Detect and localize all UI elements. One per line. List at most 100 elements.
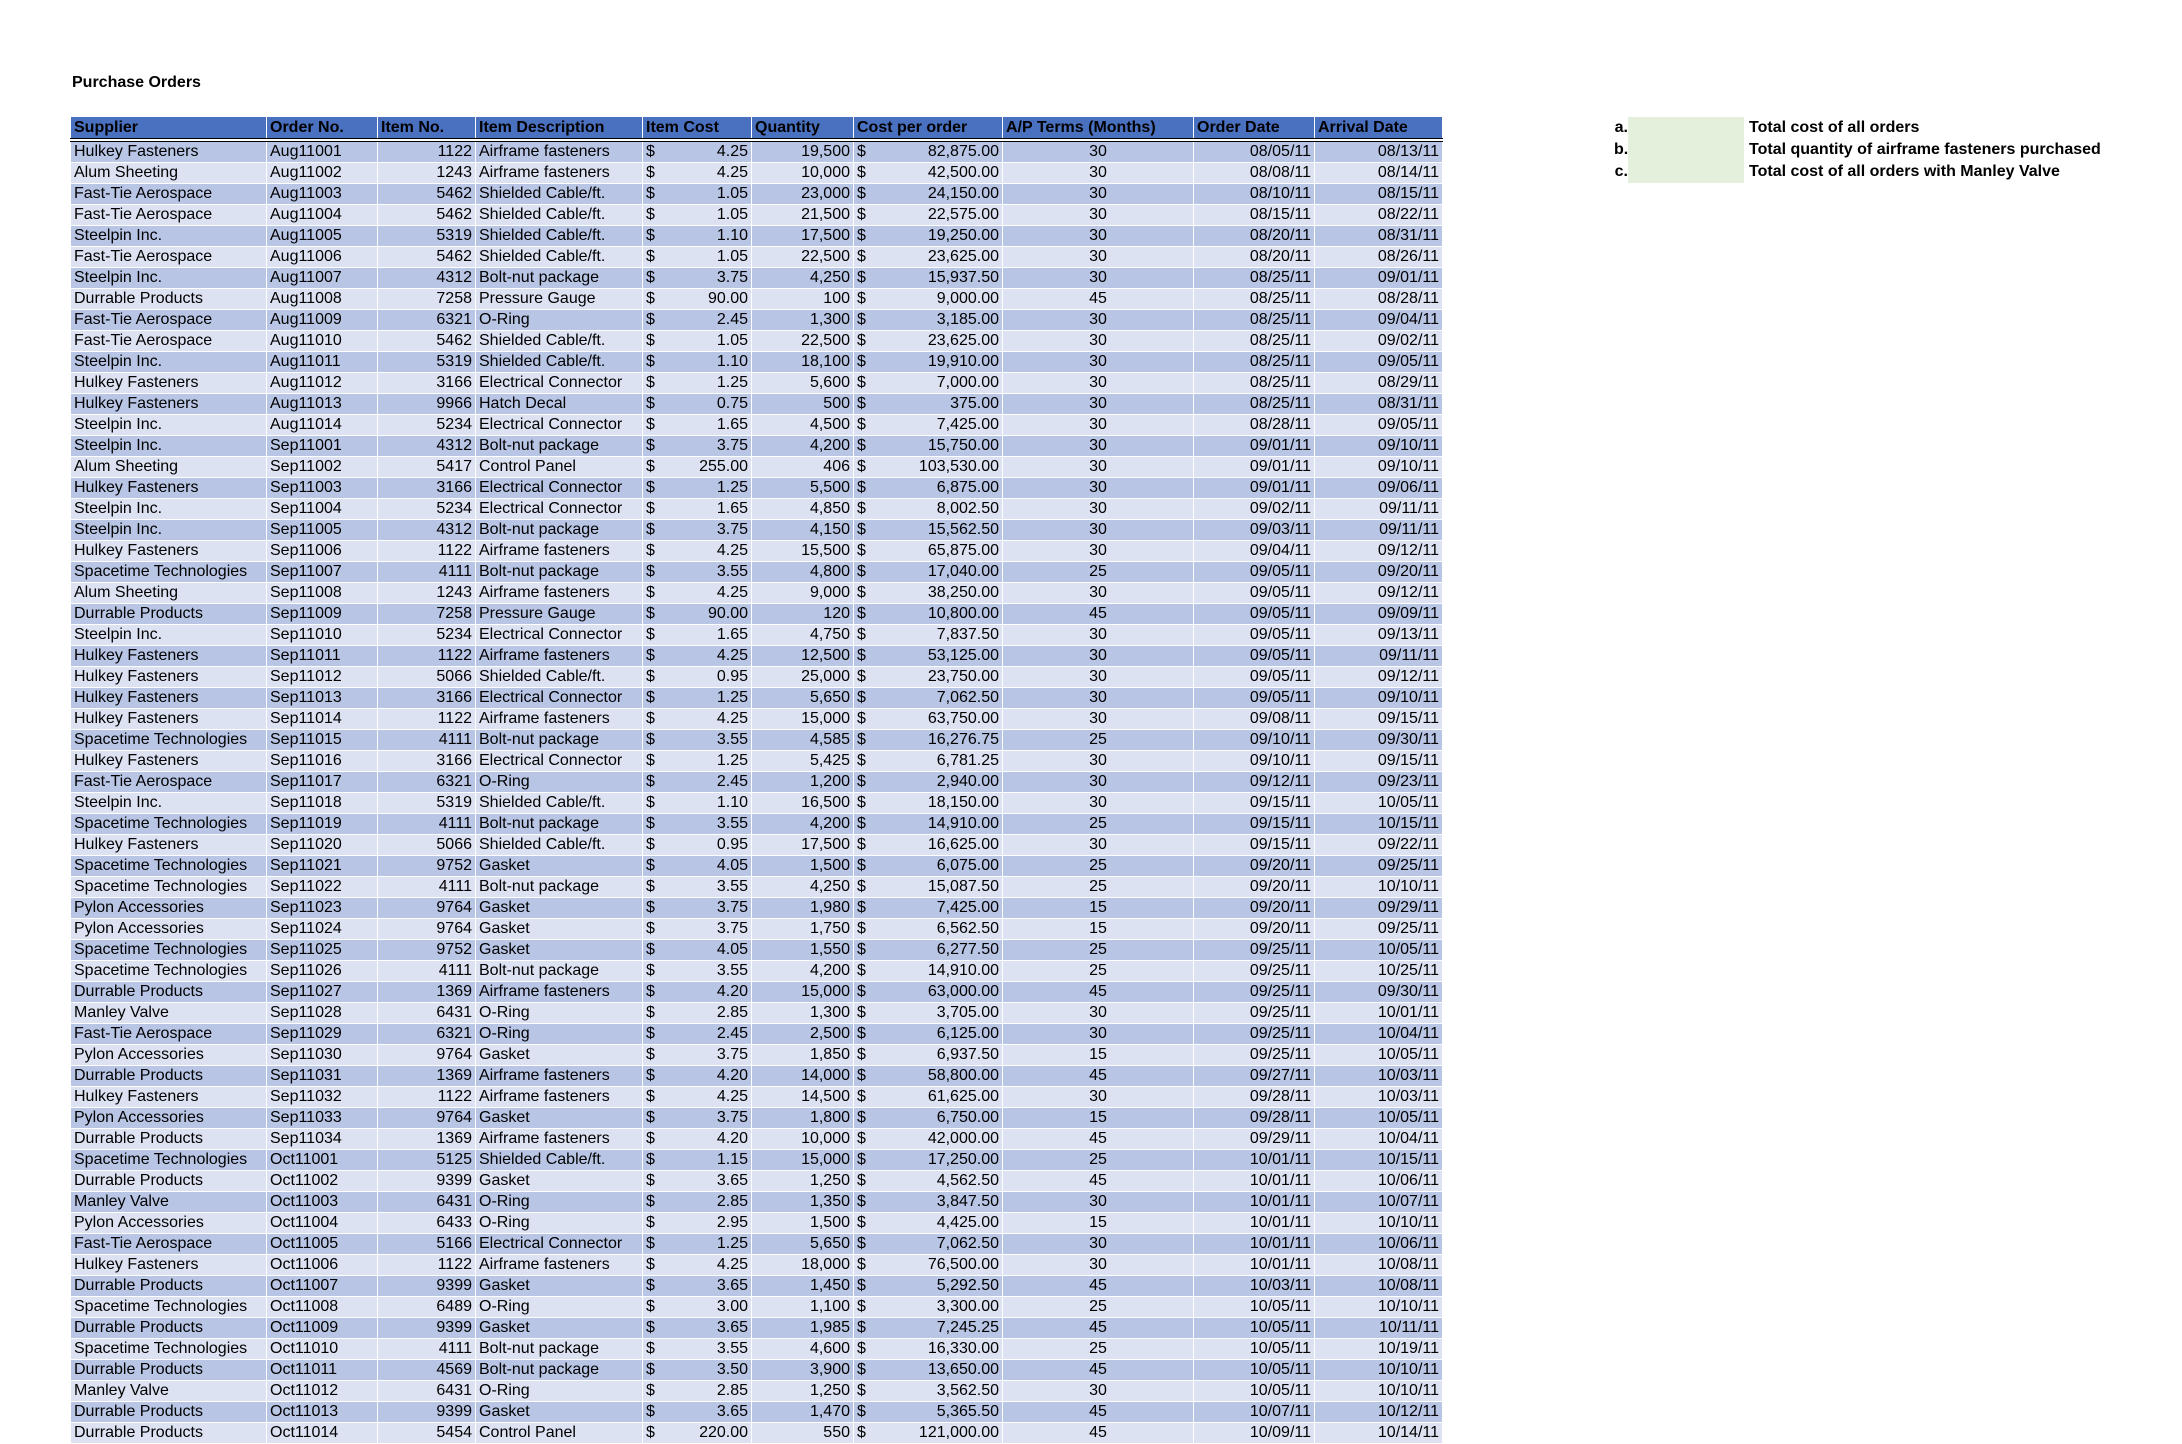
cell-ap-terms[interactable]: 45 bbox=[1002, 1275, 1194, 1297]
cell-item-no[interactable]: 5319 bbox=[377, 225, 476, 247]
cell-arrival-date[interactable]: 10/14/11 bbox=[1314, 1422, 1443, 1444]
cell-quantity[interactable]: 17,500 bbox=[751, 834, 854, 856]
cell-item-description[interactable]: Electrical Connector bbox=[475, 372, 643, 394]
cell-ap-terms[interactable]: 25 bbox=[1002, 855, 1194, 877]
cell-ap-terms[interactable]: 25 bbox=[1002, 1296, 1194, 1318]
cell-item-cost[interactable]: $1.65 bbox=[642, 498, 752, 520]
cell-order-no[interactable]: Oct11006 bbox=[266, 1254, 378, 1276]
cell-quantity[interactable]: 16,500 bbox=[751, 792, 854, 814]
cell-ap-terms[interactable]: 30 bbox=[1002, 435, 1194, 457]
cell-order-no[interactable]: Aug11006 bbox=[266, 246, 378, 268]
cell-order-no[interactable]: Oct11009 bbox=[266, 1317, 378, 1339]
cell-item-no[interactable]: 5166 bbox=[377, 1233, 476, 1255]
cell-order-no[interactable]: Sep11017 bbox=[266, 771, 378, 793]
cell-supplier[interactable]: Hulkey Fasteners bbox=[70, 477, 267, 499]
column-header-order-date[interactable]: Order Date bbox=[1193, 117, 1315, 142]
cell-item-cost[interactable]: $3.55 bbox=[642, 1338, 752, 1360]
cell-supplier[interactable]: Spacetime Technologies bbox=[70, 561, 267, 583]
cell-cost-per-order[interactable]: $4,425.00 bbox=[853, 1212, 1003, 1234]
cell-item-description[interactable]: Airframe fasteners bbox=[475, 162, 643, 184]
cell-order-no[interactable]: Oct11014 bbox=[266, 1422, 378, 1444]
cell-supplier[interactable]: Durrable Products bbox=[70, 1317, 267, 1339]
cell-item-description[interactable]: Electrical Connector bbox=[475, 498, 643, 520]
cell-supplier[interactable]: Hulkey Fasteners bbox=[70, 666, 267, 688]
cell-item-description[interactable]: O-Ring bbox=[475, 1002, 643, 1024]
cell-arrival-date[interactable]: 09/30/11 bbox=[1314, 981, 1443, 1003]
cell-item-no[interactable]: 6489 bbox=[377, 1296, 476, 1318]
cell-quantity[interactable]: 15,000 bbox=[751, 708, 854, 730]
cell-order-date[interactable]: 10/05/11 bbox=[1193, 1296, 1315, 1318]
cell-ap-terms[interactable]: 15 bbox=[1002, 1107, 1194, 1129]
cell-arrival-date[interactable]: 10/04/11 bbox=[1314, 1023, 1443, 1045]
cell-item-cost[interactable]: $1.05 bbox=[642, 246, 752, 268]
cell-cost-per-order[interactable]: $15,937.50 bbox=[853, 267, 1003, 289]
cell-arrival-date[interactable]: 09/13/11 bbox=[1314, 624, 1443, 646]
cell-cost-per-order[interactable]: $6,277.50 bbox=[853, 939, 1003, 961]
cell-ap-terms[interactable]: 45 bbox=[1002, 1317, 1194, 1339]
cell-item-description[interactable]: Electrical Connector bbox=[475, 477, 643, 499]
cell-ap-terms[interactable]: 45 bbox=[1002, 1401, 1194, 1423]
cell-arrival-date[interactable]: 08/13/11 bbox=[1314, 140, 1443, 163]
cell-order-no[interactable]: Sep11026 bbox=[266, 960, 378, 982]
column-header-item-cost[interactable]: Item Cost bbox=[642, 117, 752, 142]
cell-item-no[interactable]: 4111 bbox=[377, 561, 476, 583]
cell-ap-terms[interactable]: 30 bbox=[1002, 477, 1194, 499]
cell-item-description[interactable]: Gasket bbox=[475, 1170, 643, 1192]
cell-supplier[interactable]: Pylon Accessories bbox=[70, 897, 267, 919]
cell-arrival-date[interactable]: 10/03/11 bbox=[1314, 1086, 1443, 1108]
cell-item-cost[interactable]: $3.65 bbox=[642, 1317, 752, 1339]
cell-quantity[interactable]: 5,500 bbox=[751, 477, 854, 499]
cell-order-no[interactable]: Sep11030 bbox=[266, 1044, 378, 1066]
cell-item-description[interactable]: Electrical Connector bbox=[475, 624, 643, 646]
cell-arrival-date[interactable]: 10/07/11 bbox=[1314, 1191, 1443, 1213]
cell-order-no[interactable]: Sep11015 bbox=[266, 729, 378, 751]
cell-cost-per-order[interactable]: $6,075.00 bbox=[853, 855, 1003, 877]
cell-arrival-date[interactable]: 10/12/11 bbox=[1314, 1401, 1443, 1423]
cell-cost-per-order[interactable]: $82,875.00 bbox=[853, 140, 1003, 163]
cell-supplier[interactable]: Durrable Products bbox=[70, 1422, 267, 1444]
cell-ap-terms[interactable]: 30 bbox=[1002, 834, 1194, 856]
column-header-cost-per-order[interactable]: Cost per order bbox=[853, 117, 1003, 142]
cell-item-cost[interactable]: $3.55 bbox=[642, 561, 752, 583]
answer-cell[interactable] bbox=[1628, 139, 1744, 161]
cell-item-no[interactable]: 1122 bbox=[377, 540, 476, 562]
cell-item-cost[interactable]: $1.10 bbox=[642, 351, 752, 373]
cell-quantity[interactable]: 2,500 bbox=[751, 1023, 854, 1045]
cell-cost-per-order[interactable]: $38,250.00 bbox=[853, 582, 1003, 604]
cell-quantity[interactable]: 1,800 bbox=[751, 1107, 854, 1129]
cell-item-no[interactable]: 9399 bbox=[377, 1317, 476, 1339]
cell-cost-per-order[interactable]: $6,781.25 bbox=[853, 750, 1003, 772]
cell-arrival-date[interactable]: 08/22/11 bbox=[1314, 204, 1443, 226]
cell-item-no[interactable]: 5462 bbox=[377, 246, 476, 268]
cell-ap-terms[interactable]: 30 bbox=[1002, 309, 1194, 331]
cell-arrival-date[interactable]: 09/12/11 bbox=[1314, 540, 1443, 562]
cell-order-date[interactable]: 09/01/11 bbox=[1193, 477, 1315, 499]
cell-order-date[interactable]: 09/15/11 bbox=[1193, 813, 1315, 835]
cell-order-no[interactable]: Aug11008 bbox=[266, 288, 378, 310]
cell-order-date[interactable]: 09/02/11 bbox=[1193, 498, 1315, 520]
cell-item-description[interactable]: Shielded Cable/ft. bbox=[475, 183, 643, 205]
cell-item-cost[interactable]: $3.55 bbox=[642, 876, 752, 898]
cell-cost-per-order[interactable]: $5,365.50 bbox=[853, 1401, 1003, 1423]
cell-order-date[interactable]: 09/03/11 bbox=[1193, 519, 1315, 541]
cell-item-description[interactable]: O-Ring bbox=[475, 1380, 643, 1402]
cell-ap-terms[interactable]: 45 bbox=[1002, 1359, 1194, 1381]
cell-item-description[interactable]: Airframe fasteners bbox=[475, 1065, 643, 1087]
cell-item-cost[interactable]: $1.05 bbox=[642, 183, 752, 205]
cell-ap-terms[interactable]: 45 bbox=[1002, 981, 1194, 1003]
cell-quantity[interactable]: 14,500 bbox=[751, 1086, 854, 1108]
cell-item-cost[interactable]: $1.65 bbox=[642, 414, 752, 436]
cell-cost-per-order[interactable]: $15,750.00 bbox=[853, 435, 1003, 457]
cell-ap-terms[interactable]: 30 bbox=[1002, 750, 1194, 772]
cell-item-description[interactable]: Gasket bbox=[475, 1044, 643, 1066]
cell-supplier[interactable]: Durrable Products bbox=[70, 1275, 267, 1297]
cell-order-no[interactable]: Sep11027 bbox=[266, 981, 378, 1003]
cell-arrival-date[interactable]: 09/10/11 bbox=[1314, 687, 1443, 709]
cell-cost-per-order[interactable]: $8,002.50 bbox=[853, 498, 1003, 520]
cell-arrival-date[interactable]: 09/22/11 bbox=[1314, 834, 1443, 856]
cell-order-date[interactable]: 08/25/11 bbox=[1193, 309, 1315, 331]
cell-cost-per-order[interactable]: $5,292.50 bbox=[853, 1275, 1003, 1297]
cell-supplier[interactable]: Pylon Accessories bbox=[70, 1044, 267, 1066]
cell-cost-per-order[interactable]: $3,562.50 bbox=[853, 1380, 1003, 1402]
cell-item-description[interactable]: Shielded Cable/ft. bbox=[475, 834, 643, 856]
